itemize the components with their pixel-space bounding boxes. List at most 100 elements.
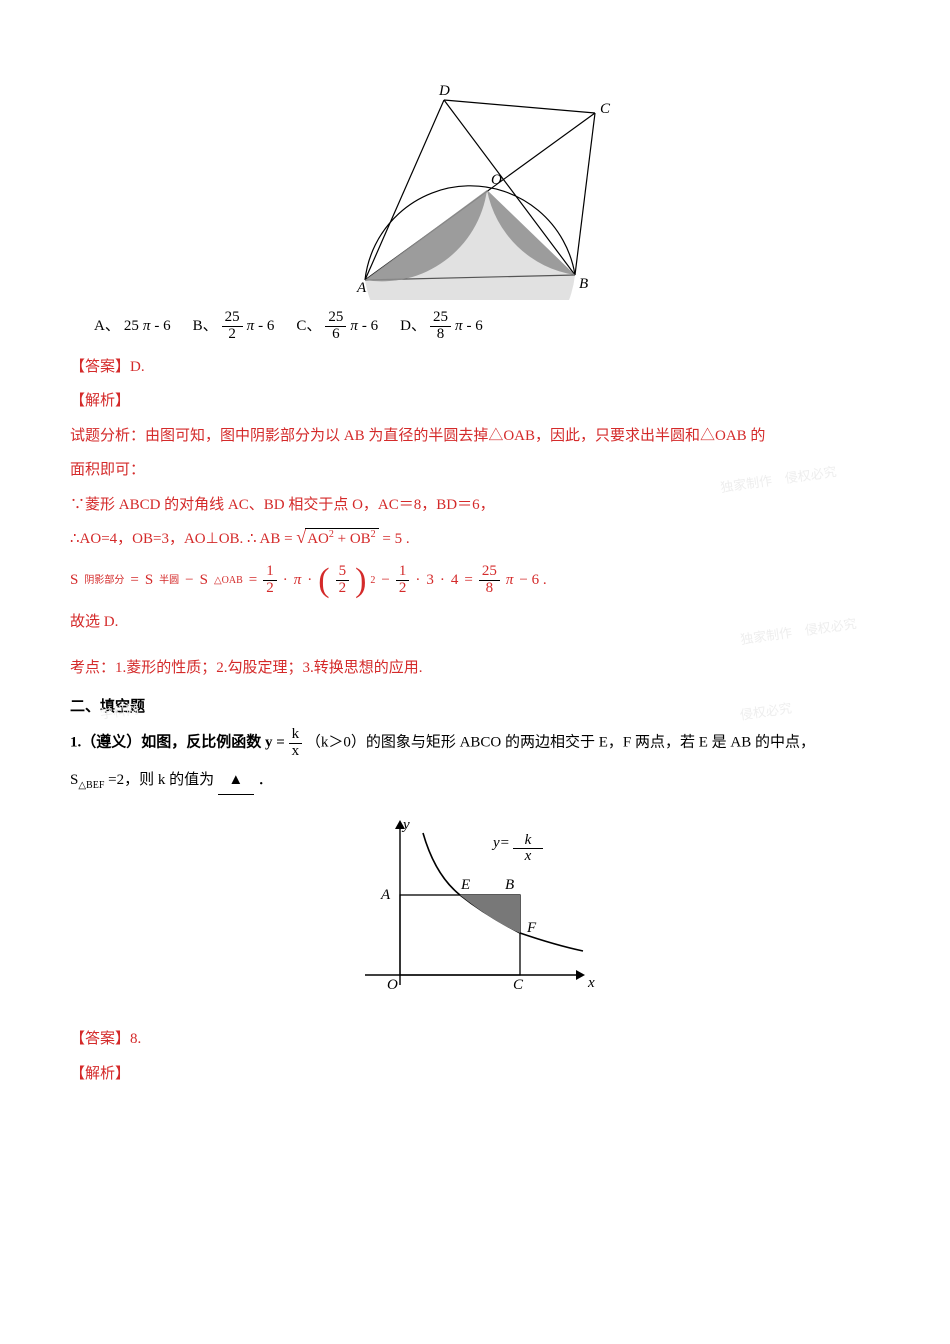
four: 4 <box>451 566 459 595</box>
q2-prefix: 1.（遵义）如图，反比例函数 y = <box>70 735 285 751</box>
option-A-prefix: A、 <box>94 312 120 341</box>
option-D-den: 8 <box>430 326 451 343</box>
three: 3 <box>426 566 434 595</box>
sqrt-result: = 5 . <box>382 531 409 547</box>
kaodian: 考点：1.菱形的性质；2.勾股定理；3.转换思想的应用. <box>70 654 880 683</box>
jiexi-tag-2: 【解析】 <box>70 1060 880 1089</box>
label-B2: B <box>505 877 514 893</box>
f3-den: 2 <box>396 580 410 597</box>
option-B-suffix: - 6 <box>258 312 274 341</box>
sqrt-expr: √ AO2 + OB2 <box>296 528 378 548</box>
dot4: · <box>440 566 445 595</box>
pi2: π <box>294 566 302 595</box>
label-A2: A <box>380 887 391 903</box>
minus-sign: − <box>185 566 193 595</box>
sub-half: 半圆 <box>159 571 179 590</box>
f2-num: 5 <box>336 564 350 580</box>
answer-line-2: 【答案】8. <box>70 1025 880 1054</box>
option-B: B、 252 π - 6 <box>193 310 275 343</box>
label-O2: O <box>387 977 398 993</box>
sq-exp: 2 <box>370 571 375 590</box>
option-C-den: 6 <box>325 326 346 343</box>
curve-frac-den: x <box>513 849 543 864</box>
option-B-prefix: B、 <box>193 312 218 341</box>
S-tri: S <box>200 566 208 595</box>
area-equation: S阴影部分 = S半圆 − S△OAB = 12 · π · ( 52 )2 −… <box>70 564 880 598</box>
label-C2: C <box>513 977 524 993</box>
pi-symbol: π <box>247 312 255 341</box>
section-2-header: 二、填空题 <box>70 693 880 722</box>
option-A-num: 25 <box>124 312 139 341</box>
option-D-num: 25 <box>430 310 451 326</box>
analysis-3: ∴AO=4，OB=3，AO⊥OB. ∴ AB = √ AO2 + OB2 = 5… <box>70 525 880 554</box>
curve-frac-num: k <box>513 833 543 849</box>
sqrt-ao: AO <box>307 531 329 547</box>
sub-shaded: 阴影部分 <box>84 571 124 590</box>
jiexi-tag: 【解析】 <box>70 387 880 416</box>
pi-symbol: π <box>455 312 463 341</box>
q2-frac-den: x <box>289 743 303 760</box>
option-A-suffix: - 6 <box>154 312 170 341</box>
option-D-prefix: D、 <box>400 312 426 341</box>
tail: − 6 . <box>519 566 546 595</box>
eq-sign: = <box>130 566 138 595</box>
label-A: A <box>356 280 367 296</box>
res-num: 25 <box>479 564 500 580</box>
option-C: C、 256 π - 6 <box>296 310 378 343</box>
eq-sign-2: = <box>249 566 257 595</box>
options-row: A、 25 π - 6 B、 252 π - 6 C、 256 π - 6 D、… <box>70 310 880 343</box>
f1-den: 2 <box>263 580 277 597</box>
label-F: F <box>526 920 537 936</box>
analysis-3-pre: ∴AO=4，OB=3，AO⊥OB. ∴ AB = <box>70 531 296 547</box>
pi-symbol: π <box>143 312 151 341</box>
answer-tag: 【答案】 <box>70 359 130 375</box>
q2-mid2: =2，则 k 的值为 <box>108 772 214 788</box>
option-D: D、 258 π - 6 <box>400 310 483 343</box>
label-B: B <box>579 276 588 292</box>
answer-line-1: 【答案】D. <box>70 353 880 382</box>
rparen-icon: ) <box>355 564 366 598</box>
analysis-1b: 面积即可： <box>70 456 880 485</box>
eq-sign-3: = <box>464 566 472 595</box>
S-half: S <box>145 566 153 595</box>
dot1: · <box>283 566 288 595</box>
curve-label-pre: y= <box>491 835 510 851</box>
option-C-prefix: C、 <box>296 312 321 341</box>
fill-blank: ▲ <box>218 766 254 796</box>
figure-rhombus: A B C D O <box>70 80 880 300</box>
pi3: π <box>506 566 514 595</box>
q2-sub: △BEF <box>78 780 104 791</box>
option-C-num: 25 <box>325 310 346 326</box>
answer2-tag: 【答案】 <box>70 1031 130 1047</box>
dot3: · <box>415 566 420 595</box>
conclude: 故选 D. <box>70 608 880 637</box>
option-B-num: 25 <box>222 310 243 326</box>
label-x: x <box>587 975 595 991</box>
figure-hyperbola: y x O A E B F C y= k x <box>70 815 880 1015</box>
res-den: 8 <box>479 580 500 597</box>
dot2: · <box>307 566 312 595</box>
label-y: y <box>401 817 410 833</box>
S-lhs: S <box>70 566 78 595</box>
analysis-2: ∵菱形 ABCD 的对角线 AC、BD 相交于点 O，AC＝8，BD＝6， <box>70 491 880 520</box>
sqrt-ob-sq: 2 <box>371 529 376 540</box>
pi-symbol: π <box>350 312 358 341</box>
answer-text: D. <box>130 359 145 375</box>
analysis-1a: 试题分析：由图可知，图中阴影部分为以 AB 为直径的半圆去掉△OAB，因此，只要… <box>70 422 880 451</box>
sqrt-body: AO2 + OB2 <box>305 528 378 548</box>
question-2-line2: S△BEF =2，则 k 的值为 ▲ ． <box>70 766 880 796</box>
q2-mid: （k＞0）的图象与矩形 ABCO 的两边相交于 E，F 两点，若 E 是 AB … <box>306 735 815 751</box>
option-D-suffix: - 6 <box>467 312 483 341</box>
label-E: E <box>460 877 470 893</box>
label-D: D <box>438 83 450 99</box>
sub-tri: △OAB <box>214 571 243 590</box>
question-2-line1: 1.（遵义）如图，反比例函数 y = kx （k＞0）的图象与矩形 ABCO 的… <box>70 727 880 760</box>
answer2-text: 8. <box>130 1031 141 1047</box>
q2-period: ． <box>258 772 273 788</box>
label-C: C <box>600 101 611 117</box>
option-B-den: 2 <box>222 326 243 343</box>
minus2: − <box>381 566 389 595</box>
f1-num: 1 <box>263 564 277 580</box>
option-C-suffix: - 6 <box>362 312 378 341</box>
lparen-icon: ( <box>318 564 329 598</box>
